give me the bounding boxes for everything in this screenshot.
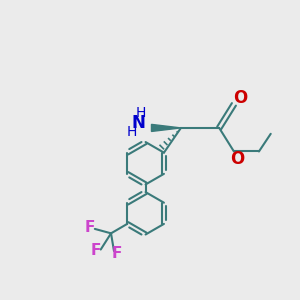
Text: O: O [230,150,244,168]
Text: H: H [136,106,146,120]
Text: F: F [84,220,95,235]
Text: O: O [233,89,247,107]
Text: F: F [91,244,101,259]
Text: N: N [131,115,145,133]
Text: F: F [112,246,122,261]
Text: H: H [127,125,137,139]
Polygon shape [152,124,181,131]
